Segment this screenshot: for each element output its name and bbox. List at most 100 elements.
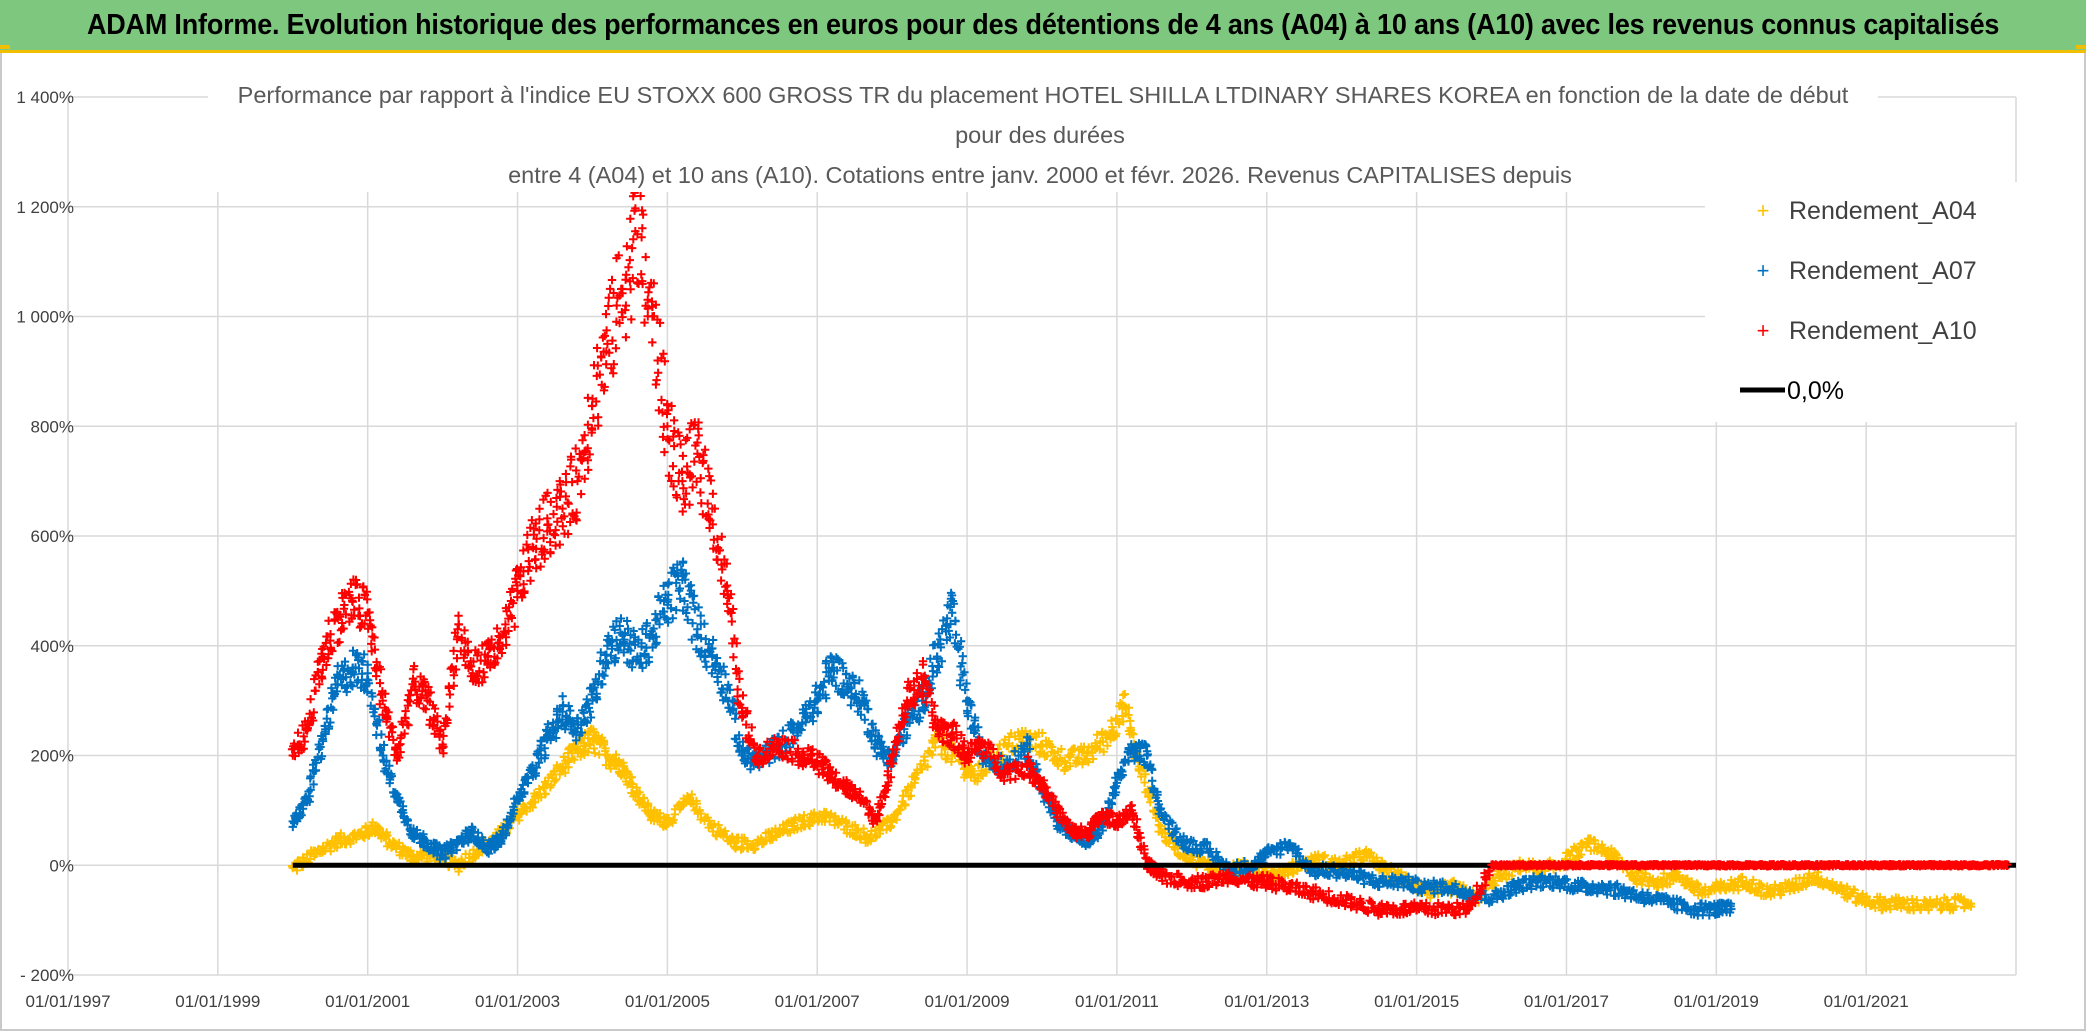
scatter-point (1320, 851, 1329, 860)
scatter-point (875, 829, 885, 838)
scatter-point (911, 775, 920, 784)
scatter-point (604, 293, 613, 302)
scatter-point (1817, 875, 1826, 884)
scatter-point (302, 850, 312, 859)
scatter-point (689, 598, 698, 607)
axis-labels: - 200%0%200%400%600%800%1 000%1 200%1 40… (16, 88, 1908, 1011)
scatter-point (703, 499, 712, 508)
scatter-point (1507, 871, 1517, 880)
scatter-point (619, 758, 628, 767)
scatter-point (355, 604, 364, 613)
scatter-point (604, 301, 613, 311)
scatter-point (567, 477, 577, 487)
scatter-point (1137, 772, 1146, 781)
scatter-point (855, 833, 865, 843)
scatter-point (552, 502, 561, 511)
scatter-point (602, 750, 611, 759)
scatter-point (648, 338, 657, 347)
scatter-point (1787, 881, 1797, 890)
scatter-point (627, 243, 637, 253)
scatter-point (609, 369, 618, 378)
scatter-point (626, 214, 635, 223)
scatter-point (1490, 876, 1499, 885)
scatter-point (586, 739, 595, 749)
scatter-point (1065, 761, 1075, 771)
scatter-point (723, 599, 732, 609)
x-tick-label: 01/01/2005 (625, 992, 710, 1011)
scatter-point (600, 331, 609, 341)
scatter-point (1088, 754, 1098, 764)
data-point (558, 504, 567, 513)
scatter-point (727, 617, 736, 626)
scatter-point (525, 562, 534, 572)
report-banner: ADAM Informe. Evolution historique des p… (0, 0, 2086, 53)
scatter-point (653, 368, 663, 377)
scatter-point (712, 555, 721, 564)
scatter-point (1135, 766, 1144, 775)
scatter-point (850, 831, 860, 841)
scatter-point (651, 380, 661, 389)
scatter-point (643, 799, 653, 808)
scatter-point (1146, 798, 1155, 807)
scatter-point (536, 562, 545, 571)
scatter-point (871, 833, 880, 842)
scatter-point (551, 775, 561, 784)
scatter-point (687, 790, 696, 799)
scatter-point (629, 235, 638, 244)
x-tick-label: 01/01/1997 (25, 992, 110, 1011)
scatter-point (1497, 873, 1507, 883)
scatter-point (524, 566, 533, 576)
scatter-point (966, 762, 976, 771)
scatter-point (700, 445, 710, 454)
scatter-point (377, 730, 386, 739)
scatter-point (551, 525, 560, 535)
scatter-point (1148, 776, 1157, 785)
scatter-point (531, 555, 540, 564)
scatter-point (667, 817, 677, 826)
scatter-point (626, 285, 635, 294)
scatter-point (973, 774, 982, 783)
scatter-point (561, 492, 570, 501)
scatter-point (722, 581, 732, 590)
scatter-point (332, 843, 342, 852)
scatter-point (555, 540, 564, 549)
scatter-point (1871, 903, 1880, 912)
scatter-point (1687, 877, 1696, 886)
scatter-point (688, 483, 697, 492)
scatter-point (923, 762, 932, 771)
scatter-point (721, 582, 730, 591)
scatter-point (457, 855, 466, 864)
x-tick-label: 01/01/2021 (1824, 992, 1909, 1011)
scatter-point (1693, 880, 1703, 889)
scatter-point (599, 740, 609, 749)
scatter-point (1850, 885, 1859, 895)
scatter-point (982, 768, 991, 777)
x-tick-label: 01/01/1999 (175, 992, 260, 1011)
scatter-point (306, 695, 315, 704)
scatter-point (1570, 842, 1579, 851)
x-tick-label: 01/01/2017 (1524, 992, 1609, 1011)
scatter-point (1141, 770, 1150, 779)
x-tick-label: 01/01/2015 (1374, 992, 1459, 1011)
scatter-point (612, 301, 621, 310)
scatter-point (685, 500, 694, 509)
scatter-point (928, 750, 937, 759)
scatter-point (831, 811, 840, 821)
scatter-point (1053, 761, 1063, 770)
scatter-point (383, 831, 392, 840)
y-tick-label: 400% (31, 637, 74, 656)
scatter-point (623, 767, 632, 776)
scatter-point (1057, 744, 1066, 754)
scatter-point (561, 768, 570, 777)
scatter-point (1112, 729, 1121, 738)
scatter-point (1283, 870, 1293, 879)
scatter-point (549, 509, 558, 519)
scatter-point (1124, 710, 1133, 720)
scatter-point (1749, 875, 1758, 885)
scatter-point (657, 395, 666, 405)
y-tick-label: 600% (31, 527, 74, 546)
x-tick-label: 01/01/2019 (1674, 992, 1759, 1011)
scatter-point (449, 646, 458, 656)
scatter-point (704, 464, 713, 473)
scatter-point (1103, 741, 1112, 750)
